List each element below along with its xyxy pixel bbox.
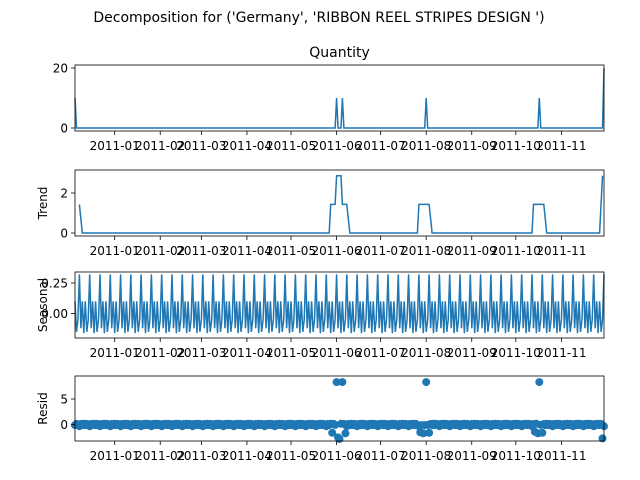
x-tick-label: 2011-02 (135, 244, 185, 258)
x-tick-label: 2011-10 (491, 139, 541, 153)
y-tick-label: 0.25 (41, 277, 68, 291)
y-tick-label: 0 (60, 122, 68, 136)
x-tick-label: 2011-05 (266, 346, 316, 360)
x-tick-label: 2011-04 (222, 244, 272, 258)
x-tick-label: 2011-04 (222, 346, 272, 360)
x-tick-label: 2011-01 (90, 139, 140, 153)
axes-frame (74, 169, 605, 237)
y-tick-label: 0 (60, 418, 68, 432)
panels: 0202011-012011-022011-032011-042011-0520… (36, 45, 608, 463)
x-tick-label: 2011-04 (222, 139, 272, 153)
x-tick-label: 2011-01 (90, 346, 140, 360)
x-tick-label: 2011-05 (266, 244, 316, 258)
resid-point (328, 428, 337, 437)
series-line-trend (78, 175, 604, 234)
figure-suptitle: Decomposition for ('Germany', 'RIBBON RE… (93, 10, 544, 26)
y-axis-label: Seasonal (36, 278, 50, 332)
resid-point (419, 429, 428, 438)
x-tick-label: 2011-08 (401, 244, 451, 258)
x-tick-label: 2011-07 (356, 346, 406, 360)
x-tick-label: 2011-03 (176, 244, 226, 258)
resid-point (331, 420, 340, 429)
x-tick-label: 2011-05 (266, 449, 316, 463)
y-axis-label: Resid (36, 392, 50, 424)
x-tick-label: 2011-07 (356, 449, 406, 463)
axes-frame (74, 271, 605, 339)
resid-point (422, 378, 431, 387)
y-tick-label: 0.00 (41, 307, 68, 321)
x-tick-label: 2011-02 (135, 346, 185, 360)
panel-trend: 022011-012011-022011-032011-042011-05201… (36, 169, 605, 258)
panel-title: Quantity (309, 45, 370, 61)
x-tick-label: 2011-07 (356, 244, 406, 258)
x-tick-label: 2011-09 (447, 139, 497, 153)
x-tick-label: 2011-10 (491, 346, 541, 360)
x-tick-label: 2011-08 (401, 449, 451, 463)
x-tick-label: 2011-09 (447, 346, 497, 360)
x-tick-label: 2011-03 (176, 346, 226, 360)
x-tick-label: 2011-04 (222, 449, 272, 463)
resid-markers (71, 378, 608, 443)
x-tick-label: 2011-10 (491, 449, 541, 463)
x-tick-label: 2011-11 (536, 346, 586, 360)
resid-point (341, 429, 350, 438)
x-tick-label: 2011-09 (447, 449, 497, 463)
x-tick-label: 2011-11 (536, 139, 586, 153)
series-line-observed (74, 67, 605, 129)
x-tick-label: 2011-07 (356, 139, 406, 153)
x-tick-label: 2011-03 (176, 449, 226, 463)
series-line-seasonal (74, 274, 605, 334)
axes-frame (74, 64, 605, 132)
y-tick-label: 20 (53, 62, 68, 76)
resid-point (598, 434, 607, 443)
x-tick-label: 2011-06 (311, 449, 361, 463)
x-tick-label: 2011-03 (176, 139, 226, 153)
x-tick-label: 2011-01 (90, 449, 140, 463)
x-tick-label: 2011-11 (536, 449, 586, 463)
y-tick-label: 5 (60, 393, 68, 407)
x-tick-label: 2011-02 (135, 139, 185, 153)
resid-point (338, 378, 347, 387)
x-tick-label: 2011-10 (491, 244, 541, 258)
x-tick-label: 2011-06 (311, 244, 361, 258)
axes-frame (74, 375, 605, 442)
panel-resid: 052011-012011-022011-032011-042011-05201… (36, 375, 608, 463)
x-tick-label: 2011-02 (135, 449, 185, 463)
resid-point (425, 428, 434, 437)
x-tick-label: 2011-08 (401, 346, 451, 360)
x-tick-label: 2011-05 (266, 139, 316, 153)
x-tick-label: 2011-06 (311, 346, 361, 360)
resid-point (538, 428, 547, 437)
x-tick-label: 2011-09 (447, 244, 497, 258)
x-tick-label: 2011-06 (311, 139, 361, 153)
panel-observed: 0202011-012011-022011-032011-042011-0520… (53, 45, 605, 153)
x-tick-label: 2011-08 (401, 139, 451, 153)
y-tick-label: 2 (60, 187, 68, 201)
resid-point (535, 378, 544, 387)
y-tick-label: 0 (60, 227, 68, 241)
panel-seasonal: 0.000.252011-012011-022011-032011-042011… (36, 271, 605, 360)
x-tick-label: 2011-11 (536, 244, 586, 258)
x-tick-label: 2011-01 (90, 244, 140, 258)
y-axis-label: Trend (36, 187, 50, 221)
resid-point (332, 378, 341, 387)
